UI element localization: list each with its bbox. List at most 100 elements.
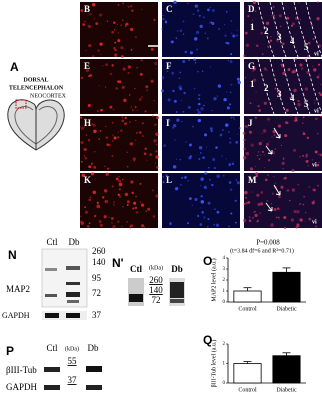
cell-signal xyxy=(226,91,228,93)
panel-label: N' xyxy=(112,256,124,270)
cell-signal xyxy=(221,129,224,132)
x-tick-label: Diabetic xyxy=(276,387,297,393)
cell-signal xyxy=(90,172,94,176)
cell-signal xyxy=(211,110,213,112)
cell-signal xyxy=(207,226,209,228)
layer-label: 3 xyxy=(277,32,282,42)
caption: DORSAL xyxy=(23,77,48,83)
cell-signal xyxy=(242,218,247,223)
cell-signal xyxy=(140,203,145,207)
cell-signal xyxy=(197,70,199,73)
cell-signal xyxy=(121,85,125,89)
cell-signal xyxy=(129,27,134,32)
cell-signal xyxy=(114,53,118,57)
cell-signal xyxy=(270,36,272,38)
cell-signal xyxy=(282,167,284,170)
cell-signal xyxy=(308,185,311,188)
cell-signal xyxy=(277,124,282,128)
cell-signal xyxy=(244,190,248,195)
cell-signal xyxy=(84,156,88,160)
cell-signal xyxy=(284,121,288,125)
cell-signal xyxy=(127,5,130,8)
cell-signal xyxy=(155,162,157,164)
cell-signal xyxy=(237,80,242,85)
cell-signal xyxy=(97,49,100,52)
cell-signal xyxy=(232,116,235,119)
cell-signal xyxy=(192,13,195,16)
cell-signal xyxy=(320,83,322,85)
cell-signal xyxy=(245,196,247,199)
cell-signal xyxy=(127,71,130,75)
cell-signal xyxy=(280,63,283,66)
cell-signal xyxy=(283,176,287,180)
cell-signal xyxy=(254,210,256,213)
cell-signal xyxy=(130,180,134,184)
cell-signal xyxy=(313,68,317,72)
cell-signal xyxy=(314,150,318,154)
cell-signal xyxy=(93,172,95,174)
cell-signal xyxy=(80,126,82,128)
cell-signal xyxy=(228,131,230,133)
cell-signal xyxy=(225,10,228,13)
cell-signal xyxy=(232,34,236,38)
cell-signal xyxy=(121,116,124,119)
cell-signal xyxy=(141,122,144,125)
cell-signal xyxy=(257,151,260,153)
cell-signal xyxy=(254,116,257,119)
cell-signal xyxy=(179,158,181,161)
cell-signal xyxy=(202,70,204,72)
cell-signal xyxy=(143,152,147,156)
cell-signal xyxy=(162,14,164,17)
cell-signal xyxy=(96,204,101,209)
cell-signal xyxy=(111,64,114,67)
panel-label: M xyxy=(248,175,257,185)
cell-signal xyxy=(235,140,239,144)
cell-signal xyxy=(93,214,97,218)
cell-signal xyxy=(263,67,267,71)
cell-signal xyxy=(300,67,304,70)
cell-signal xyxy=(160,27,164,30)
cell-signal xyxy=(200,195,203,198)
panel-label: K xyxy=(84,175,91,185)
cell-signal xyxy=(273,176,275,178)
cell-signal xyxy=(160,89,164,93)
cell-signal xyxy=(303,195,306,198)
cell-signal xyxy=(243,202,246,205)
y-axis-label: MAP2 level (a.u.) xyxy=(210,258,217,301)
cell-signal xyxy=(93,165,97,169)
cell-signal xyxy=(114,41,117,44)
cell-signal xyxy=(104,200,106,202)
layer-boundary xyxy=(305,58,322,115)
cell-signal xyxy=(175,111,178,113)
cell-signal xyxy=(207,218,210,221)
lane-label: Ctl xyxy=(46,343,58,353)
panel-label: F xyxy=(166,61,172,71)
cell-signal xyxy=(201,211,204,214)
cell-signal xyxy=(297,183,300,186)
cell-signal xyxy=(278,31,280,33)
cell-signal xyxy=(79,220,83,223)
cell-signal xyxy=(98,138,101,140)
cell-signal xyxy=(155,155,159,159)
cell-signal xyxy=(115,177,119,181)
cell-signal xyxy=(165,174,168,177)
lane-label: Db xyxy=(171,264,183,274)
cell-signal xyxy=(212,158,216,162)
cell-signal xyxy=(163,144,166,147)
cell-signal xyxy=(210,130,213,133)
cell-signal xyxy=(302,132,306,136)
cell-signal xyxy=(266,199,269,202)
cell-signal xyxy=(84,210,88,214)
x-tick-label: Control xyxy=(238,306,257,312)
cell-signal xyxy=(261,53,264,55)
cell-signal xyxy=(318,161,320,164)
cell-signal xyxy=(244,31,248,35)
panel-label: J xyxy=(248,118,253,128)
cell-signal xyxy=(293,148,297,152)
cell-signal xyxy=(155,150,158,153)
y-tick-label: 1 xyxy=(223,289,226,294)
cell-signal xyxy=(108,143,111,147)
loading-label: GAPDH xyxy=(2,311,30,320)
cell-signal xyxy=(135,119,137,122)
cell-signal xyxy=(161,76,165,80)
